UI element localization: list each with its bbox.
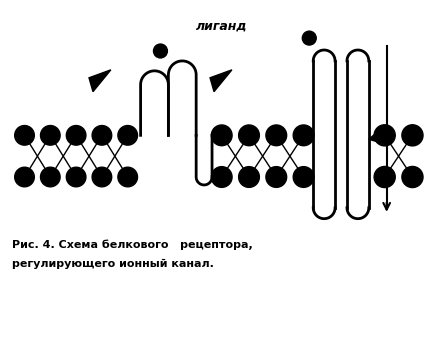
Circle shape (402, 166, 423, 187)
Polygon shape (369, 127, 383, 143)
Circle shape (266, 166, 286, 187)
Circle shape (118, 167, 138, 187)
Circle shape (302, 31, 316, 45)
Circle shape (154, 44, 168, 58)
Circle shape (293, 166, 314, 187)
Circle shape (374, 166, 395, 187)
Circle shape (40, 126, 60, 145)
Circle shape (293, 125, 314, 146)
Circle shape (92, 167, 112, 187)
Circle shape (402, 125, 423, 146)
Circle shape (239, 125, 260, 146)
Circle shape (374, 125, 395, 146)
Circle shape (40, 167, 60, 187)
Polygon shape (210, 70, 232, 92)
Text: лиганд: лиганд (196, 20, 248, 33)
Circle shape (66, 126, 86, 145)
Circle shape (92, 126, 112, 145)
Circle shape (66, 167, 86, 187)
Circle shape (211, 166, 232, 187)
Circle shape (211, 125, 232, 146)
Polygon shape (89, 70, 111, 92)
Circle shape (118, 126, 138, 145)
Circle shape (15, 167, 34, 187)
Text: регулирующего ионный канал.: регулирующего ионный канал. (12, 259, 214, 269)
Polygon shape (299, 127, 313, 143)
Circle shape (266, 125, 286, 146)
Text: Рис. 4. Схема белкового   рецептора,: Рис. 4. Схема белкового рецептора, (12, 239, 252, 250)
Circle shape (15, 126, 34, 145)
Circle shape (239, 166, 260, 187)
